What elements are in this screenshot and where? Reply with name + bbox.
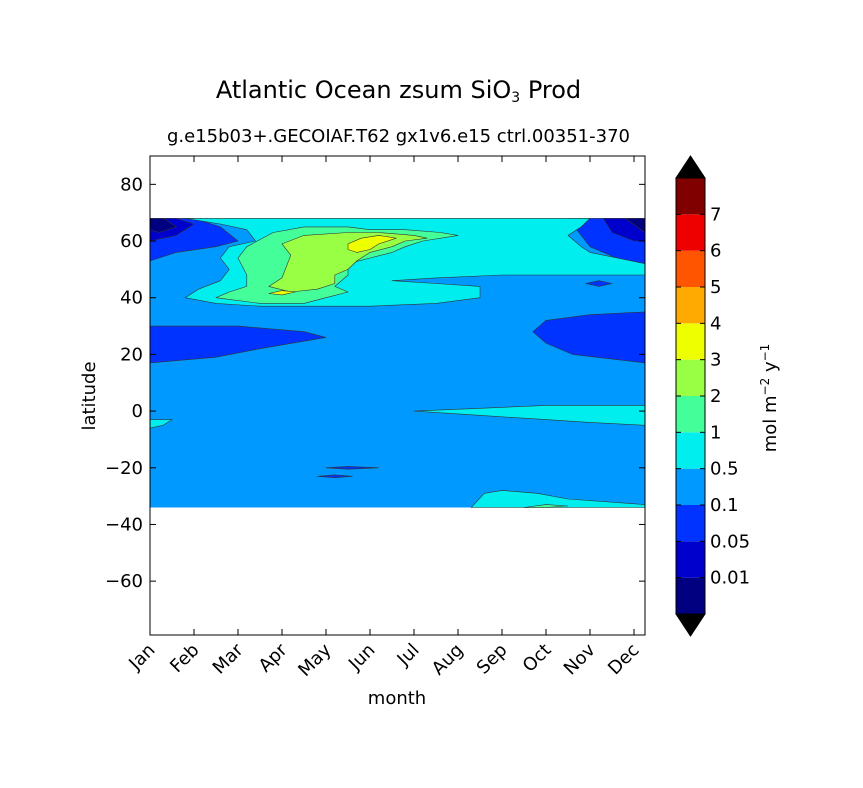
colorbar-label: mol m−2 y−1 <box>758 344 781 453</box>
contour-region <box>150 325 327 364</box>
x-tick-label: Jan <box>124 640 159 675</box>
y-tick-label: 80 <box>120 174 143 195</box>
colorbar-tick-label: 0.01 <box>710 568 750 589</box>
contour-region <box>413 405 645 426</box>
x-axis-label: month <box>368 688 426 709</box>
x-tick-label: Mar <box>209 639 248 678</box>
colorbar-tick-label: 4 <box>710 313 721 334</box>
x-tick-label: Sep <box>473 640 512 679</box>
y-tick-label: 40 <box>120 288 143 309</box>
colorbar-tick-label: 7 <box>710 204 721 225</box>
colorbar-swatch <box>676 577 705 614</box>
contour-region <box>268 232 428 293</box>
colorbar-swatch <box>676 505 705 542</box>
contour-region <box>470 490 645 508</box>
contour-region <box>150 218 177 233</box>
colorbar-swatch <box>676 250 705 287</box>
y-tick-label: −40 <box>105 514 143 535</box>
x-tick-label: Apr <box>255 639 292 676</box>
x-tick-label: Jun <box>344 640 379 675</box>
colorbar-tick-label: 0.1 <box>710 495 739 516</box>
colorbar-tick-label: 6 <box>710 241 721 262</box>
contour-region <box>523 504 569 508</box>
y-axis-label: latitude <box>79 361 100 430</box>
colorbar-swatch <box>676 541 705 578</box>
contour-region <box>532 311 645 364</box>
chart-title: Atlantic Ocean zsum SiO3 Prod <box>215 76 582 106</box>
chart-subtitle: g.e15b03+.GECOIAF.T62 gx1v6.e15 ctrl.003… <box>167 126 630 147</box>
colorbar-swatch <box>676 178 705 215</box>
contour-region <box>347 235 397 253</box>
colorbar-tick-label: 1 <box>710 422 721 443</box>
colorbar-extend-bottom <box>675 613 706 637</box>
colorbar-swatch <box>676 468 705 505</box>
colorbar-swatch <box>676 359 705 396</box>
contour-region <box>325 466 380 470</box>
contour-region <box>316 474 353 479</box>
contour-fill-layer <box>150 218 645 508</box>
y-tick-label: −20 <box>105 458 143 479</box>
x-tick-label: Nov <box>560 639 600 679</box>
y-tick-label: −60 <box>105 571 143 592</box>
x-tick-label: Aug <box>428 640 468 680</box>
x-tick-label: Oct <box>519 640 556 677</box>
colorbar: 0.01 0.05 0.1 0.5 1 2 3 4 5 6 7 <box>675 155 750 637</box>
colorbar-swatch <box>676 396 705 433</box>
colorbar-tick-label: 3 <box>710 350 721 371</box>
plot-frame <box>149 155 646 636</box>
x-tick-label: Feb <box>166 640 203 677</box>
contour-region <box>585 280 613 287</box>
colorbar-swatch <box>676 323 705 360</box>
colorbar-extend-top <box>675 155 706 179</box>
colorbar-tick-label: 0.5 <box>710 459 739 480</box>
colorbar-tick-label: 0.05 <box>710 531 750 552</box>
colorbar-swatch <box>676 287 705 324</box>
y-tick-label: 60 <box>120 231 143 252</box>
y-tick-label: 20 <box>120 344 143 365</box>
colorbar-swatch <box>676 214 705 251</box>
y-tick-label: 0 <box>132 401 143 422</box>
x-tick-label: Dec <box>604 640 643 679</box>
colorbar-swatch <box>676 432 705 469</box>
y-axis: 80 60 40 20 0 −20 −40 −60 <box>105 174 645 592</box>
contour-region <box>624 218 645 233</box>
x-tick-label: May <box>294 639 335 680</box>
colorbar-tick-label: 2 <box>710 386 721 407</box>
x-tick-label: Jul <box>393 640 424 671</box>
contour-region <box>150 419 173 429</box>
contour-region <box>268 290 296 296</box>
colorbar-tick-label: 5 <box>710 277 721 298</box>
